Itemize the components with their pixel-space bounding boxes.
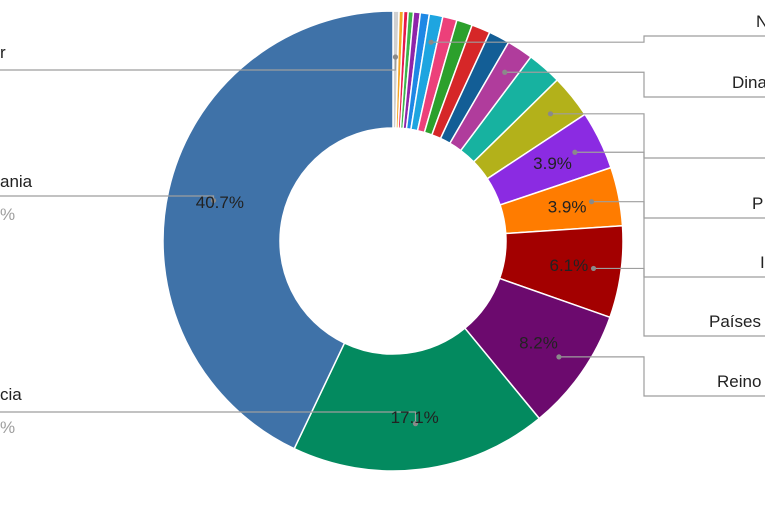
category-sublabel: %	[0, 418, 15, 437]
category-label: ania	[0, 172, 33, 191]
leader-dot	[502, 69, 508, 75]
slice-percent-label: 3.9%	[533, 154, 572, 173]
leader-line	[0, 57, 397, 71]
leader-dot	[556, 354, 562, 360]
category-labels: N Dina P I Países Reino r ania% cia%	[0, 12, 765, 437]
leader-lines	[0, 35, 765, 427]
slice-percent-label: 8.2%	[519, 334, 558, 353]
category-label: Dina	[732, 73, 765, 92]
leader-dot	[572, 149, 578, 155]
slice-percent-label: 3.9%	[548, 198, 587, 217]
slice-percent-label: 17.1%	[391, 408, 439, 427]
pie-slice	[293, 327, 541, 472]
leader-line	[558, 356, 765, 397]
leader-line	[574, 151, 765, 219]
leader-line	[593, 267, 765, 337]
leader-line	[550, 113, 765, 159]
category-label: cia	[0, 385, 22, 404]
leader-dot	[412, 421, 419, 427]
leader-dot	[428, 39, 434, 45]
leader-line	[0, 411, 417, 424]
category-label: Países	[709, 312, 761, 331]
leader-line	[504, 71, 765, 98]
leader-dot	[210, 197, 217, 204]
leader-dot	[547, 111, 554, 117]
leader-line	[431, 35, 765, 43]
category-label: I	[760, 253, 765, 272]
category-label: r	[0, 43, 6, 62]
category-sublabel: %	[0, 205, 15, 224]
leader-dot	[588, 199, 595, 205]
category-label: N	[756, 12, 765, 31]
leader-dot	[392, 54, 399, 60]
category-label: P	[752, 194, 763, 213]
leader-dot	[590, 265, 597, 272]
donut-slices	[162, 10, 624, 472]
slice-percent-label: 40.7%	[196, 193, 244, 212]
leader-line	[591, 201, 765, 278]
percentage-labels: 3.9% 3.9% 6.1% 8.2% 17.1% 40.7%	[196, 154, 588, 427]
pie-slice	[162, 10, 394, 450]
category-label: Reino	[717, 372, 761, 391]
slice-percent-label: 6.1%	[549, 256, 588, 275]
